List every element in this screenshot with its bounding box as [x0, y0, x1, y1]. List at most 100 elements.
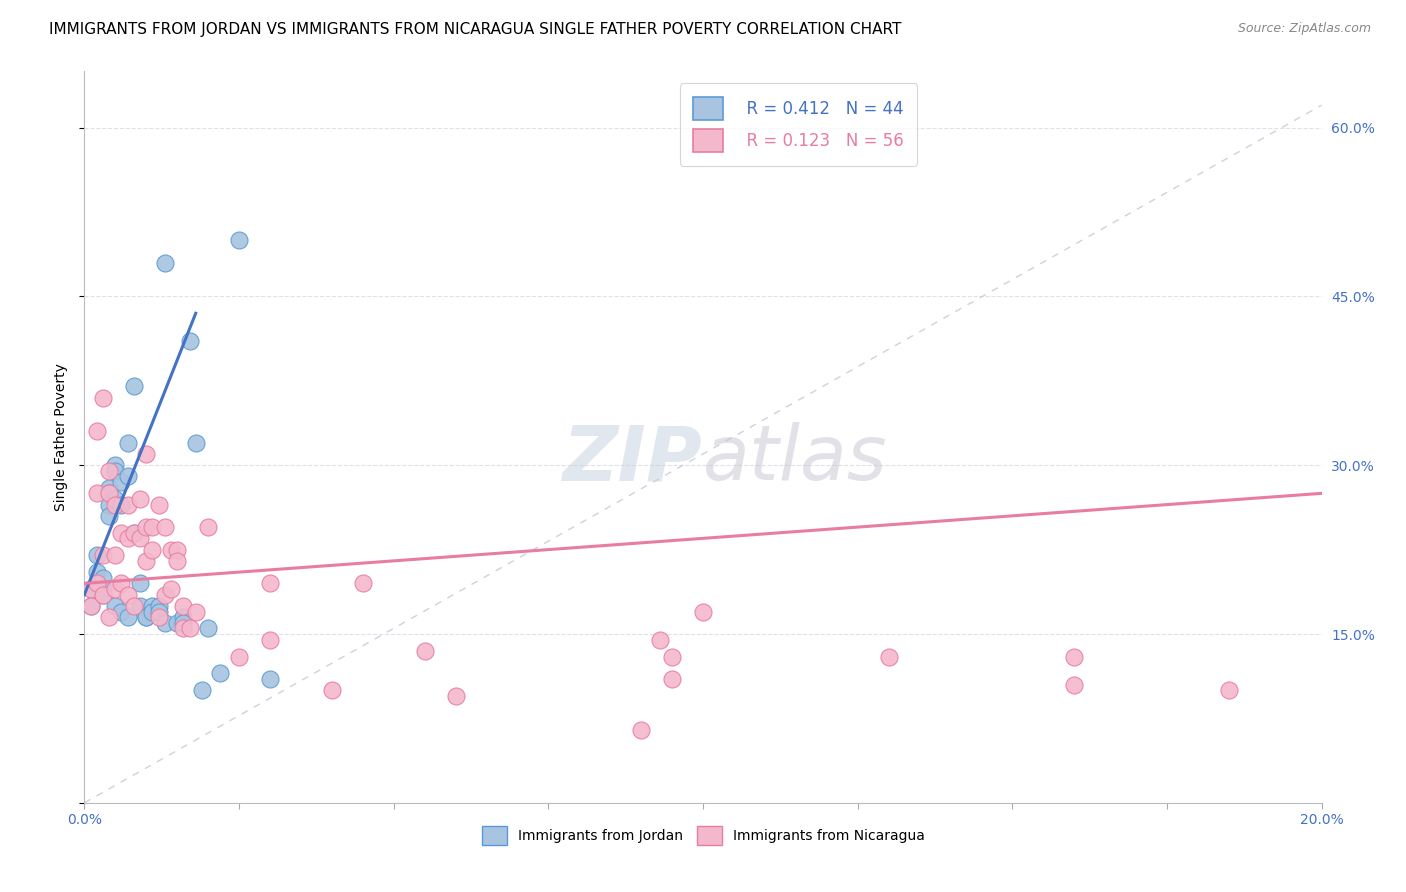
Point [86, 425, 108, 439]
Point [148, 498, 170, 512]
Point [110, 576, 132, 591]
Point [110, 525, 132, 540]
Text: IMMIGRANTS FROM JORDAN VS IMMIGRANTS FROM NICARAGUA SINGLE FATHER POVERTY CORREL: IMMIGRANTS FROM JORDAN VS IMMIGRANTS FRO… [49, 22, 901, 37]
Point [79, 599, 101, 613]
Point [141, 542, 163, 557]
Point [444, 689, 467, 703]
Point [104, 464, 127, 478]
Point [122, 525, 145, 540]
Point [91, 548, 114, 562]
Point [98, 486, 121, 500]
Point [172, 621, 194, 635]
Point [91, 588, 114, 602]
Point [141, 520, 163, 534]
Point [79, 582, 101, 596]
Point [148, 599, 170, 613]
Point [86, 548, 108, 562]
Point [110, 498, 132, 512]
Point [129, 491, 152, 506]
Point [91, 588, 114, 602]
Point [160, 582, 183, 596]
Point [104, 582, 127, 596]
Point [228, 649, 250, 664]
Point [172, 599, 194, 613]
Point [259, 632, 281, 647]
Text: Source: ZipAtlas.com: Source: ZipAtlas.com [1237, 22, 1371, 36]
Point [166, 554, 188, 568]
Point [648, 632, 671, 647]
Point [191, 683, 214, 698]
Point [110, 605, 132, 619]
Point [117, 532, 139, 546]
Point [135, 610, 157, 624]
Point [166, 615, 188, 630]
Point [104, 491, 127, 506]
Point [79, 599, 101, 613]
Point [104, 599, 127, 613]
Point [166, 542, 188, 557]
Point [110, 475, 132, 489]
Point [153, 615, 176, 630]
Point [1063, 649, 1085, 664]
Point [172, 610, 194, 624]
Point [117, 435, 139, 450]
Point [661, 672, 683, 686]
Point [129, 599, 152, 613]
Point [692, 605, 714, 619]
Point [184, 605, 207, 619]
Point [197, 621, 219, 635]
Point [98, 481, 121, 495]
Point [91, 571, 114, 585]
Point [98, 610, 121, 624]
Point [122, 525, 145, 540]
Point [179, 621, 201, 635]
Point [104, 498, 127, 512]
Point [117, 610, 139, 624]
Point [160, 542, 183, 557]
Point [122, 379, 145, 393]
Point [98, 464, 121, 478]
Point [153, 588, 176, 602]
Point [228, 233, 250, 247]
Point [197, 520, 219, 534]
Point [153, 255, 176, 269]
Point [1218, 683, 1240, 698]
Point [129, 576, 152, 591]
Point [259, 576, 281, 591]
Point [117, 588, 139, 602]
Point [135, 610, 157, 624]
Point [86, 576, 108, 591]
Point [184, 435, 207, 450]
Point [122, 599, 145, 613]
Text: ZIP: ZIP [564, 422, 703, 496]
Point [86, 565, 108, 579]
Point [79, 582, 101, 596]
Point [98, 508, 121, 523]
Point [86, 486, 108, 500]
Point [661, 649, 683, 664]
Point [104, 458, 127, 473]
Point [117, 498, 139, 512]
Point [413, 644, 436, 658]
Point [259, 672, 281, 686]
Point [104, 548, 127, 562]
Point [117, 469, 139, 483]
Point [148, 610, 170, 624]
Point [141, 605, 163, 619]
Point [630, 723, 652, 737]
Point [141, 599, 163, 613]
Point [98, 498, 121, 512]
Point [86, 576, 108, 591]
Point [352, 576, 374, 591]
Point [135, 447, 157, 461]
Point [321, 683, 343, 698]
Y-axis label: Single Father Poverty: Single Father Poverty [55, 363, 69, 511]
Point [135, 554, 157, 568]
Point [135, 520, 157, 534]
Point [153, 520, 176, 534]
Point [209, 666, 232, 681]
Point [91, 582, 114, 596]
Point [129, 532, 152, 546]
Point [1063, 678, 1085, 692]
Point [179, 334, 201, 349]
